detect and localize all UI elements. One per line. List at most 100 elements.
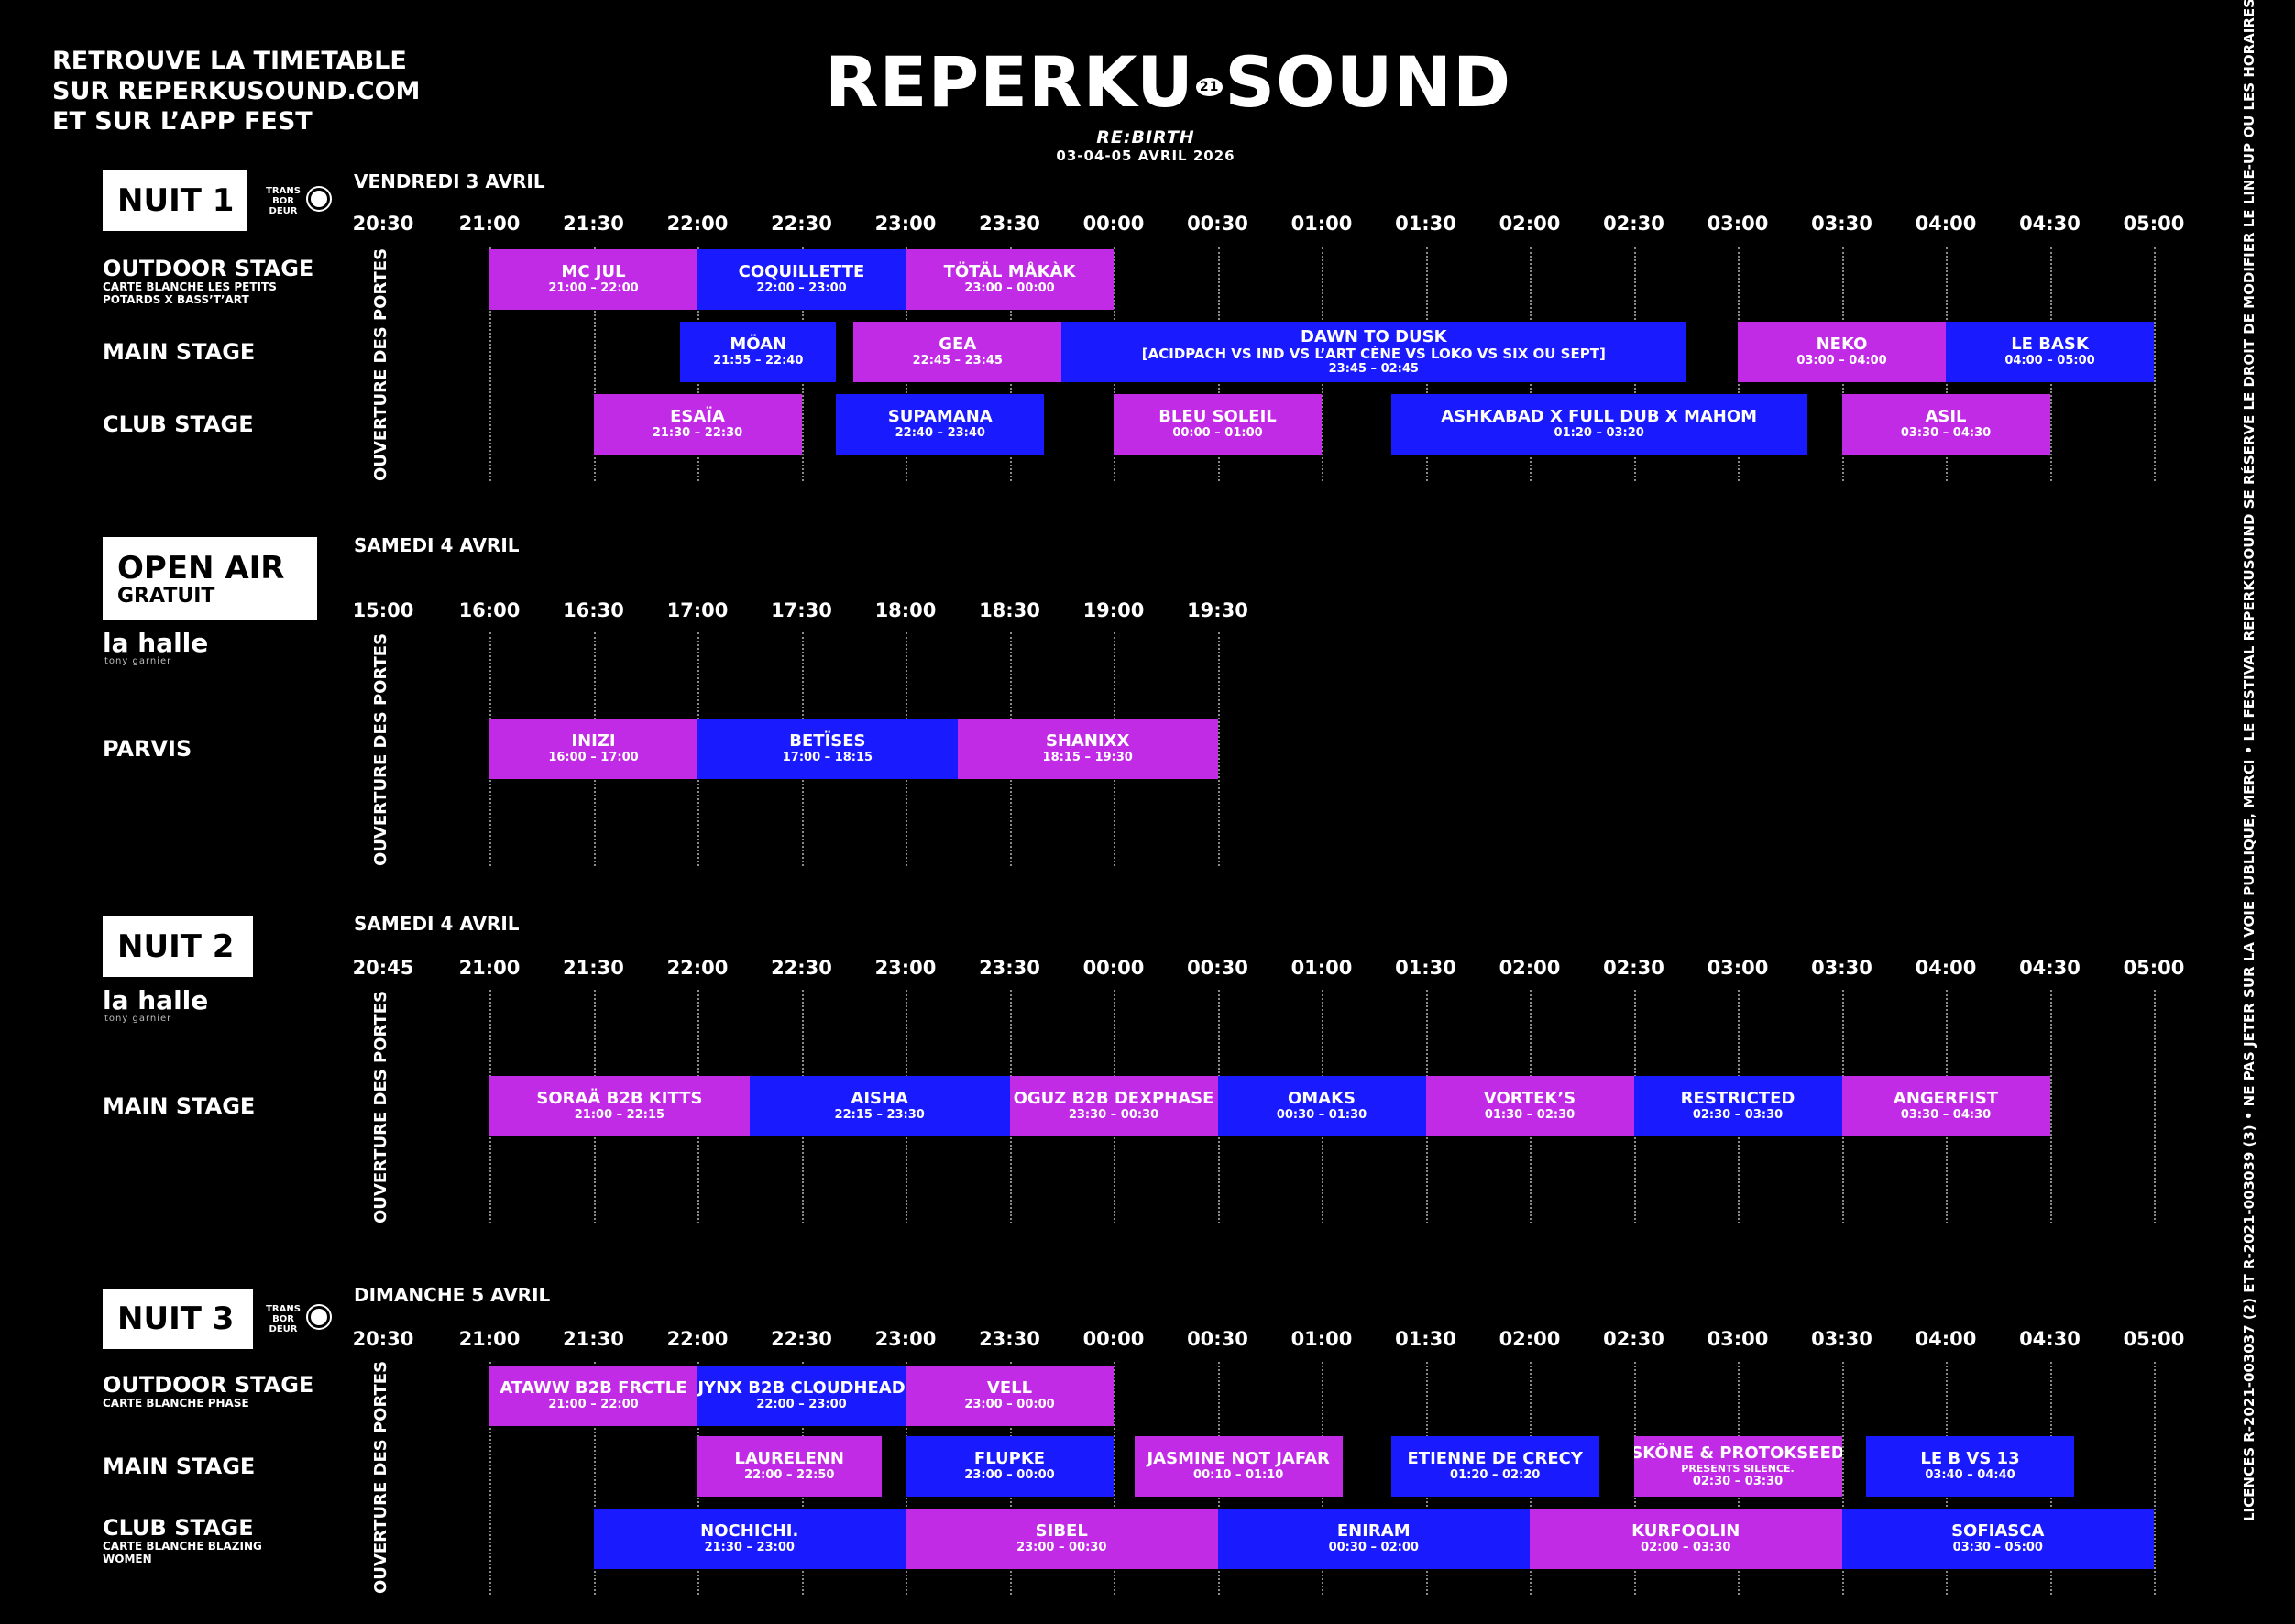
artist-slot[interactable]: KURFOOLIN 02:00 – 03:30 [1530,1509,1842,1569]
artist-slot[interactable]: RESTRICTED 02:30 – 03:30 [1633,1076,1842,1136]
time-tick: 20:30 [352,213,414,235]
artist-name: BLEU SOLEIL [1158,407,1277,426]
artist-slot[interactable]: GEA 22:45 – 23:45 [853,322,1062,382]
intro-text: RETROUVE LA TIMETABLE SUR REPERKUSOUND.C… [52,46,474,137]
artist-slot[interactable]: JASMINE NOT JAFAR 00:10 – 01:10 [1134,1436,1343,1497]
artist-name: MÖAN [730,335,787,354]
artist-slot[interactable]: BLEU SOLEIL 00:00 – 01:00 [1114,394,1322,455]
venue-logo: la halle [103,628,209,658]
artist-name: SORAÄ B2B KITTS [536,1089,703,1108]
artist-lineup: [ACIDPACH VS IND VS L’ART CÈNE VS LOKO V… [1141,345,1606,362]
artist-slot[interactable]: AISHA 22:15 – 23:30 [749,1076,1010,1136]
artist-time: 23:00 – 00:00 [964,1468,1055,1482]
time-tick: 19:30 [1187,599,1248,621]
artist-name: LE B vs 13 [1920,1449,2020,1468]
artist-name: ASIL [1925,407,1967,426]
artist-name: AISHA [851,1089,908,1108]
artist-slot[interactable]: LAURELENN 22:00 – 22:50 [697,1436,882,1497]
edition-badge: 21 [1195,78,1224,96]
artist-time: 21:30 – 22:30 [652,426,743,440]
artist-time: 22:00 – 23:00 [756,1398,847,1411]
artist-name: KURFOOLIN [1631,1521,1740,1541]
artist-slot[interactable]: INIZI 16:00 – 17:00 [489,719,697,779]
artist-time: 23:00 – 00:00 [964,281,1055,295]
time-tick: 23:30 [979,1328,1040,1350]
artist-slot[interactable]: ASIL 03:30 – 04:30 [1841,394,2050,455]
time-tick: 22:00 [666,213,729,235]
time-tick: 00:30 [1187,1328,1248,1350]
doors-opening-label: OUVERTURE DES PORTES [371,632,390,866]
artist-name: GEA [939,335,977,354]
artist-name: ASHKABAD X FULL DUB X MAHOM [1441,407,1758,426]
legal-note: LICENCES R-2021-003037 (2) ET R-2021-003… [2241,0,2257,1521]
artist-slot[interactable]: ETIENNE DE CRECY 01:20 – 02:20 [1390,1436,1599,1497]
artist-slot[interactable]: BETÏSES 17:00 – 18:15 [697,719,958,779]
artist-slot[interactable]: SHANIXX 18:15 – 19:30 [957,719,1218,779]
time-tick: 01:30 [1395,1328,1456,1350]
artist-slot[interactable]: COQUILLETTE 22:00 – 23:00 [697,249,906,310]
time-tick: 22:30 [771,213,832,235]
artist-slot[interactable]: DAWN TO DUSK [ACIDPACH VS IND VS L’ART CÈ… [1061,322,1686,382]
stage-name: CLUB STAGE [103,411,254,437]
stage-name: OUTDOOR STAGE [103,1372,314,1398]
artist-slot[interactable]: ENIRAM 00:30 – 02:00 [1217,1509,1530,1569]
artist-slot[interactable]: VELL 23:00 – 00:00 [906,1366,1114,1426]
artist-time: 02:30 – 03:30 [1692,1108,1784,1122]
time-tick: 04:00 [1915,213,1977,235]
artist-time: 22:45 – 23:45 [912,354,1003,368]
artist-slot[interactable]: NOCHICHI. 21:30 – 23:00 [593,1509,906,1569]
artist-slot[interactable]: ESAÏA 21:30 – 22:30 [593,394,802,455]
time-tick: 02:30 [1603,957,1664,979]
artist-time: 01:20 – 03:20 [1554,426,1644,440]
artist-slot[interactable]: OMAKS 00:30 – 01:30 [1217,1076,1426,1136]
section-subtitle: GRATUIT [117,585,215,608]
artist-slot[interactable]: TÖTÄL MÅKÀK 23:00 – 00:00 [906,249,1114,310]
artist-slot[interactable]: LE B vs 13 03:40 – 04:40 [1866,1436,2074,1497]
artist-slot[interactable]: MÖAN 21:55 – 22:40 [680,322,837,382]
artist-time: 00:30 – 02:00 [1328,1541,1419,1554]
artist-slot[interactable]: ATAWW B2B FRCTLE 21:00 – 22:00 [489,1366,697,1426]
artist-slot[interactable]: SORAÄ B2B KITTS 21:00 – 22:15 [489,1076,750,1136]
time-tick: 00:30 [1187,957,1248,979]
artist-time: 18:15 – 19:30 [1042,751,1133,764]
time-tick: 23:00 [874,1328,937,1350]
artist-slot[interactable]: LE BASK 04:00 – 05:00 [1946,322,2154,382]
time-tick: 19:00 [1082,599,1145,621]
time-tick: 02:00 [1499,213,1561,235]
venue-logo-sub: tony garnier [104,656,172,666]
time-tick: 22:30 [771,1328,832,1350]
artist-slot[interactable]: ANGERFIST 03:30 – 04:30 [1841,1076,2050,1136]
artist-slot[interactable]: SIBEL 23:00 – 00:30 [906,1509,1218,1569]
artist-name: SHANIXX [1045,731,1130,751]
venue-dot-icon [311,1309,327,1325]
time-tick: 22:30 [771,957,832,979]
artist-name: ATAWW B2B FRCTLE [500,1378,687,1398]
artist-time: 21:00 – 22:15 [574,1108,665,1122]
section-title: NUIT 1 [117,182,235,219]
artist-time: 01:20 – 02:20 [1450,1468,1541,1482]
artist-name: NOCHICHI. [700,1521,799,1541]
time-tick: 18:00 [874,599,937,621]
artist-slot[interactable]: SKÖNE & PROTOKSEED PRESENTS SILENCE. 02:30… [1633,1436,1842,1497]
artist-slot[interactable]: NEKO 03:00 – 04:00 [1738,322,1946,382]
artist-time: 04:00 – 05:00 [2004,354,2095,368]
venue-badge: TRANS BOR DEUR [266,186,301,216]
stage-name: OUTDOOR STAGE [103,256,314,281]
artist-time: 21:55 – 22:40 [713,354,804,368]
artist-time: 22:40 – 23:40 [895,426,985,440]
artist-name: ANGERFIST [1893,1089,1999,1108]
artist-slot[interactable]: FLUPKE 23:00 – 00:00 [906,1436,1114,1497]
artist-name: LE BASK [2011,335,2089,354]
day-label: VENDREDI 3 AVRIL [354,170,545,192]
artist-slot[interactable]: OGUZ B2B DEXPHASE 23:30 – 00:30 [1009,1076,1218,1136]
stage-subtitle: CARTE BLANCHE BLAZING WOMEN [103,1540,262,1565]
artist-slot[interactable]: ASHKABAD X FULL DUB X MAHOM 01:20 – 03:20 [1390,394,1807,455]
artist-slot[interactable]: SOFIASCA 03:30 – 05:00 [1841,1509,2154,1569]
artist-slot[interactable]: SUPAMANA 22:40 – 23:40 [836,394,1045,455]
time-tick: 01:00 [1290,1328,1353,1350]
artist-slot[interactable]: JYNX B2B CLOUDHEAD 22:00 – 23:00 [697,1366,906,1426]
artist-slot[interactable]: MC JUL 21:00 – 22:00 [489,249,697,310]
intro-line[interactable]: SUR REPERKUSOUND.COM [52,77,421,105]
artist-slot[interactable]: VORTEK’S 01:30 – 02:30 [1425,1076,1634,1136]
day-label: SAMEDI 4 AVRIL [354,913,520,935]
